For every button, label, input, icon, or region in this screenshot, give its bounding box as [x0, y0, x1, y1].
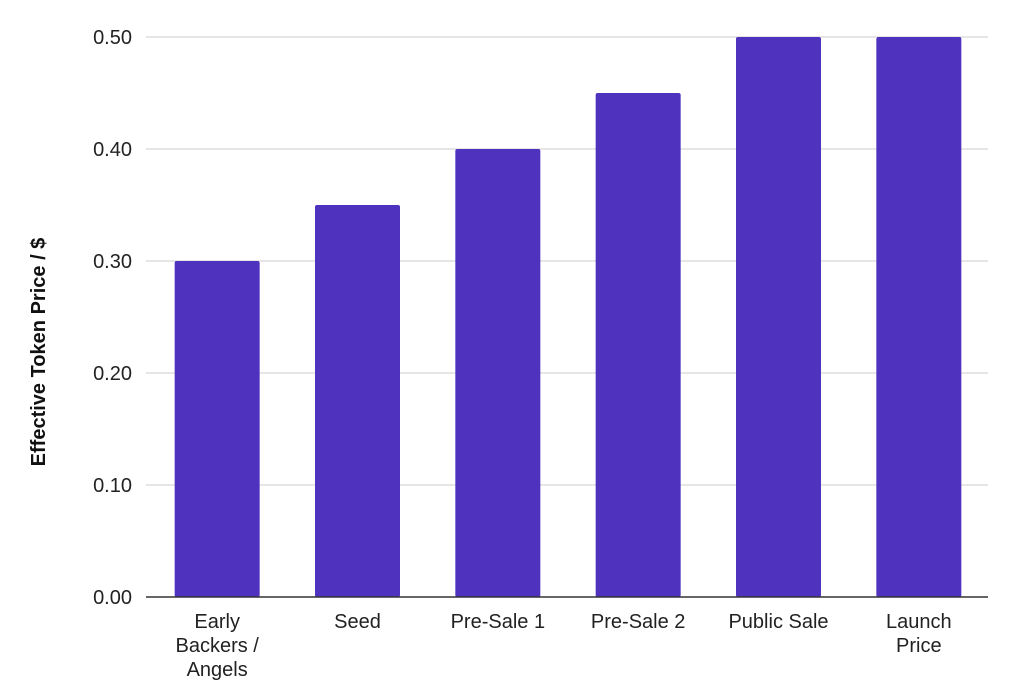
x-tick-label-line: Launch: [886, 611, 952, 633]
gridlines: [146, 36, 988, 486]
x-tick-label-line: Pre-Sale 2: [591, 611, 686, 633]
bar: [315, 205, 400, 597]
x-tick-label-line: Seed: [334, 611, 381, 633]
y-tick-label: 0.30: [93, 251, 132, 273]
y-axis-title: Effective Token Price / $: [28, 238, 50, 467]
bar: [455, 149, 541, 597]
y-tick-label: 0.50: [93, 27, 132, 49]
x-tick-label-line: Public Sale: [728, 611, 828, 633]
bar: [595, 93, 681, 597]
x-tick-label: Pre-Sale 1: [451, 611, 546, 633]
x-tick-label-line: Angels: [187, 659, 248, 681]
y-tick-label: 0.10: [93, 475, 132, 497]
bar: [876, 37, 962, 597]
bars: [174, 37, 962, 597]
bar: [736, 37, 821, 597]
x-tick-label: Early Backers / Angels: [175, 611, 259, 681]
x-tick-label: Pre-Sale 2: [591, 611, 686, 633]
x-tick-label-line: Early: [194, 611, 240, 633]
x-tick-label-line: Price: [896, 635, 942, 657]
x-axis-ticks: Early Backers / Angels Seed Pre-Sale 1 Pre-Sa…: [175, 611, 951, 681]
x-tick-label: Launch Price: [886, 611, 952, 657]
bar: [174, 261, 260, 597]
y-tick-label: 0.40: [93, 139, 132, 161]
x-tick-label-line: Pre-Sale 1: [451, 611, 546, 633]
x-tick-label: Seed: [334, 611, 381, 633]
y-tick-label: 0.20: [93, 363, 132, 385]
x-tick-label: Public Sale: [728, 611, 828, 633]
y-tick-label: 0.00: [93, 587, 132, 609]
x-tick-label-line: Backers /: [175, 635, 259, 657]
y-axis-ticks: 0.00 0.10 0.20 0.30 0.40 0.50: [93, 27, 132, 609]
